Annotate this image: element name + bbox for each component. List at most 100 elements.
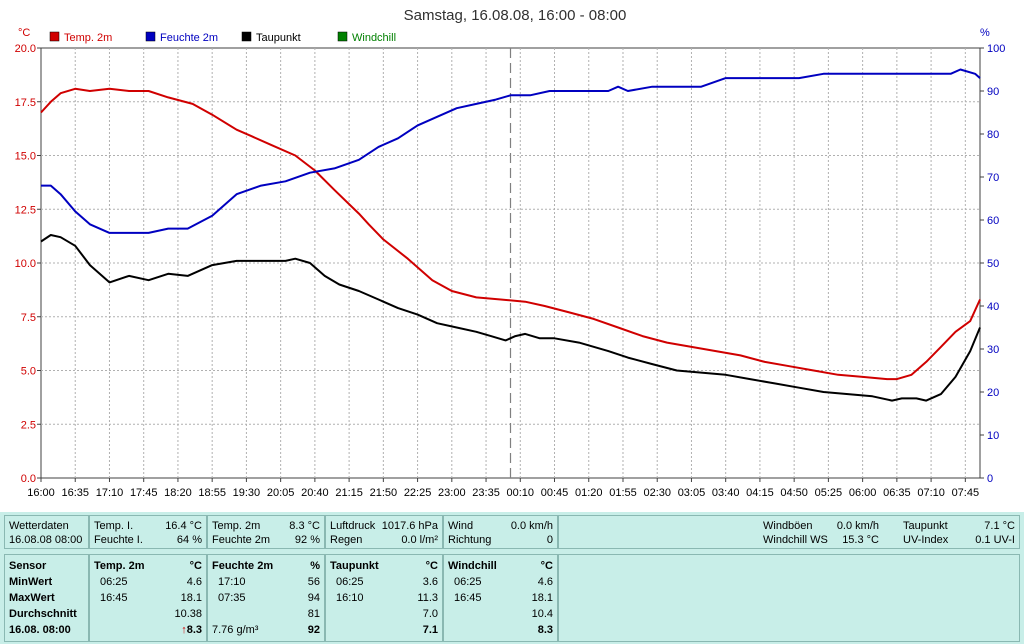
x-tick-label: 17:10 — [96, 487, 124, 499]
min-value: 4.6 — [186, 576, 202, 588]
legend-entry: Feuchte 2m — [160, 32, 218, 44]
value: 8.3 °C — [289, 520, 320, 532]
grid — [37, 47, 984, 482]
current-value: 8.3 — [186, 624, 202, 636]
max-label: MaxWert — [9, 592, 55, 604]
trend-up-icon: ↑ — [181, 624, 187, 636]
x-tick-label: 18:55 — [198, 487, 226, 499]
min-value: 4.6 — [537, 576, 553, 588]
cell-empty — [558, 554, 1020, 642]
label: Feuchte 2m — [212, 534, 271, 546]
x-tick-label: 06:00 — [849, 487, 877, 499]
series-lines — [40, 68, 981, 402]
label: Windchill WS — [763, 534, 828, 546]
label: UV-Index — [903, 534, 949, 546]
avg-value: 81 — [307, 608, 320, 620]
label: Temp. I. — [94, 520, 134, 532]
min-value: 56 — [307, 576, 320, 588]
value: 16.4 °C — [165, 520, 202, 532]
x-tick-label: 23:35 — [472, 487, 500, 499]
min-time: 06:25 — [336, 576, 364, 588]
x-tick-label: 07:10 — [917, 487, 945, 499]
label: Richtung — [448, 534, 492, 546]
cell-dewpoint-stats: Taupunkt °C 06:25 3.6 16:10 11.3 7.0 7.1 — [325, 554, 443, 642]
min-value: 3.6 — [422, 576, 438, 588]
right-tick-label: 100 — [987, 43, 1005, 55]
label: Luftdruck — [330, 520, 376, 532]
right-tick-label: 20 — [987, 387, 999, 399]
x-tick-label: 19:30 — [233, 487, 261, 499]
unit: % — [310, 560, 320, 572]
x-tick-label: 06:35 — [883, 487, 911, 499]
x-tick-label: 02:30 — [643, 487, 671, 499]
label: Temp. 2m — [212, 520, 261, 532]
x-tick-label: 20:40 — [301, 487, 329, 499]
min-time: 06:25 — [454, 576, 482, 588]
left-tick-label: 20.0 — [15, 43, 36, 55]
avg-value: 10.4 — [531, 608, 553, 620]
min-label: MinWert — [9, 576, 53, 588]
x-tick-label: 07:45 — [952, 487, 980, 499]
current-value: 8.3 — [537, 624, 553, 636]
value: 15.3 °C — [842, 534, 879, 546]
header: Feuchte 2m — [212, 560, 274, 572]
data-panel: Wetterdaten 16.08.08 08:00 Temp. I. 16.4 … — [0, 512, 1024, 644]
value: 64 % — [176, 534, 202, 546]
legend-entry: Windchill — [352, 32, 396, 44]
max-time: 16:45 — [454, 592, 482, 604]
x-tick-label: 01:55 — [609, 487, 637, 499]
label: Feuchte I. — [94, 534, 143, 546]
right-axis-unit: % — [980, 27, 990, 39]
left-axis-ticks: 0.0 2.5 5.0 7.5 10.0 12.5 15.0 17.5 20.0 — [15, 43, 36, 485]
cell-humidity-stats: Feuchte 2m% 17:10 56 07:35 94 81 7.76 g/m³… — [207, 554, 325, 642]
left-tick-label: 7.5 — [21, 312, 36, 324]
x-tick-label: 05:25 — [815, 487, 843, 499]
x-axis-ticks: 16:00 16:35 17:10 17:45 18:20 18:55 19:30 20:05… — [27, 487, 979, 499]
x-tick-label: 04:15 — [746, 487, 774, 499]
series-line — [41, 68, 981, 234]
left-axis-unit: °C — [18, 27, 30, 39]
legend-swatch — [145, 31, 156, 42]
header: Temp. 2m — [94, 560, 145, 572]
x-tick-label: 03:05 — [678, 487, 706, 499]
x-tick-label: 18:20 — [164, 487, 192, 499]
right-tick-label: 40 — [987, 301, 999, 313]
series-line — [40, 87, 981, 381]
value: 0.0 l/m² — [401, 534, 438, 546]
header: Windchill — [448, 560, 497, 572]
legend-swatch — [49, 31, 60, 42]
max-time: 16:45 — [100, 592, 128, 604]
label: Wetterdaten — [9, 520, 69, 532]
unit: °C — [425, 560, 438, 572]
chart-title: Samstag, 16.08.08, 16:00 - 08:00 — [404, 7, 627, 24]
value: 7.1 °C — [984, 520, 1015, 532]
legend-entry: Temp. 2m — [64, 32, 112, 44]
left-tick-label: 12.5 — [15, 204, 36, 216]
right-tick-label: 70 — [987, 172, 999, 184]
x-tick-label: 17:45 — [130, 487, 158, 499]
series-line — [40, 234, 981, 402]
cell-temp-stats: Temp. 2m °C 06:25 4.6 16:45 18.1 10.38 ↑8.3 — [89, 554, 207, 642]
left-tick-label: 5.0 — [21, 366, 36, 378]
left-tick-label: 15.0 — [15, 151, 36, 163]
cell-extra: Windböen 0.0 km/h Windchill WS 15.3 °C Tau… — [558, 515, 1020, 549]
legend-swatch — [337, 31, 348, 42]
cell-sensor: Sensor MinWert MaxWert Durchschnitt 16.0… — [4, 554, 89, 642]
unit: °C — [540, 560, 553, 572]
left-tick-label: 0.0 — [21, 473, 36, 485]
label: Windböen — [763, 520, 813, 532]
min-time: 17:10 — [218, 576, 246, 588]
x-tick-label: 21:15 — [335, 487, 363, 499]
left-tick-label: 2.5 — [21, 419, 36, 431]
value: 0.0 km/h — [836, 520, 879, 532]
legend: Temp. 2m Feuchte 2m Taupunkt Windchill — [49, 31, 396, 44]
right-tick-label: 80 — [987, 129, 999, 141]
avg-value: 10.38 — [174, 608, 202, 620]
legend-swatch — [241, 31, 252, 42]
max-value: 18.1 — [531, 592, 553, 604]
max-value: 18.1 — [180, 592, 202, 604]
current-label: 16.08. 08:00 — [9, 624, 71, 636]
right-tick-label: 30 — [987, 344, 999, 356]
label: Wind — [448, 520, 474, 532]
value: 0.1 UV-I — [975, 534, 1015, 546]
